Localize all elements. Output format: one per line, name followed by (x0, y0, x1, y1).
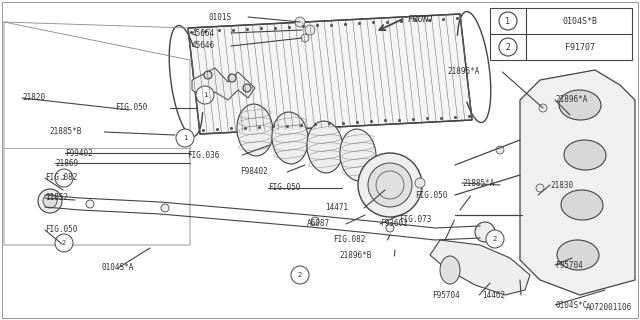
Circle shape (496, 146, 504, 154)
Circle shape (196, 86, 214, 104)
Polygon shape (520, 70, 635, 295)
Circle shape (86, 200, 94, 208)
Text: FIG.050: FIG.050 (415, 191, 448, 201)
Text: F99402: F99402 (65, 148, 93, 157)
Text: F95704: F95704 (555, 260, 583, 269)
Text: 0104S*B: 0104S*B (563, 17, 598, 26)
Circle shape (55, 169, 73, 187)
Text: 21896*B: 21896*B (340, 252, 372, 260)
Text: A072001106: A072001106 (586, 303, 632, 312)
Ellipse shape (564, 140, 606, 170)
Text: F91707: F91707 (565, 43, 595, 52)
Text: 11852: 11852 (45, 194, 68, 203)
Text: 21830: 21830 (550, 180, 573, 189)
Text: FIG.082: FIG.082 (333, 236, 365, 244)
Text: 1: 1 (183, 135, 187, 141)
Text: FIG.050: FIG.050 (116, 103, 148, 113)
Circle shape (295, 17, 305, 27)
Circle shape (386, 224, 394, 232)
Text: 0101S: 0101S (209, 12, 232, 21)
Text: 2: 2 (493, 236, 497, 242)
Text: 21869: 21869 (55, 158, 78, 167)
Text: 2: 2 (62, 240, 66, 246)
Circle shape (368, 163, 412, 207)
Text: 2: 2 (62, 175, 66, 181)
Circle shape (486, 230, 504, 248)
Text: FIG.050: FIG.050 (268, 183, 300, 193)
Text: 0104S*C: 0104S*C (555, 300, 588, 309)
Text: 45664: 45664 (192, 28, 215, 37)
Ellipse shape (561, 190, 603, 220)
Ellipse shape (237, 104, 273, 156)
Circle shape (161, 204, 169, 212)
Circle shape (358, 153, 422, 217)
Ellipse shape (440, 256, 460, 284)
Text: 21896*A: 21896*A (447, 68, 480, 76)
Circle shape (305, 25, 315, 35)
Circle shape (176, 129, 194, 147)
Circle shape (499, 12, 517, 30)
Circle shape (475, 222, 495, 242)
Ellipse shape (272, 112, 308, 164)
Text: F95704: F95704 (432, 291, 460, 300)
Text: 1: 1 (203, 92, 207, 98)
Text: 21896*A: 21896*A (555, 95, 588, 105)
Circle shape (301, 34, 309, 42)
Circle shape (204, 71, 212, 79)
Text: 45646: 45646 (192, 42, 215, 51)
Text: FIG.036: FIG.036 (188, 150, 220, 159)
Text: FIG.050: FIG.050 (45, 226, 77, 235)
Circle shape (243, 84, 251, 92)
Circle shape (291, 266, 309, 284)
Text: 21885*B: 21885*B (50, 127, 82, 137)
Ellipse shape (307, 121, 343, 173)
Text: 14471: 14471 (325, 204, 348, 212)
Text: 14462: 14462 (482, 291, 505, 300)
Text: 1: 1 (506, 17, 511, 26)
Text: 0104S*A: 0104S*A (102, 263, 134, 273)
Text: FIG.082: FIG.082 (45, 173, 77, 182)
Text: 2: 2 (298, 272, 302, 278)
Polygon shape (188, 14, 472, 134)
Ellipse shape (557, 240, 599, 270)
Circle shape (38, 189, 62, 213)
Text: 21820: 21820 (22, 93, 45, 102)
Circle shape (536, 184, 544, 192)
Text: A6087: A6087 (307, 220, 330, 228)
Circle shape (415, 178, 425, 188)
Circle shape (499, 38, 517, 56)
Circle shape (539, 104, 547, 112)
Circle shape (55, 234, 73, 252)
Text: F93602: F93602 (380, 220, 408, 228)
Circle shape (311, 217, 319, 225)
Text: F98402: F98402 (240, 167, 268, 177)
Text: 21885*A: 21885*A (462, 179, 494, 188)
Text: 2: 2 (506, 43, 511, 52)
Text: FRONT: FRONT (408, 15, 435, 25)
Ellipse shape (340, 129, 376, 181)
Circle shape (43, 194, 57, 208)
FancyBboxPatch shape (490, 8, 632, 60)
Text: FIG.073: FIG.073 (399, 215, 432, 225)
Circle shape (228, 74, 236, 82)
Polygon shape (192, 68, 255, 100)
Polygon shape (430, 240, 530, 295)
Ellipse shape (559, 90, 601, 120)
